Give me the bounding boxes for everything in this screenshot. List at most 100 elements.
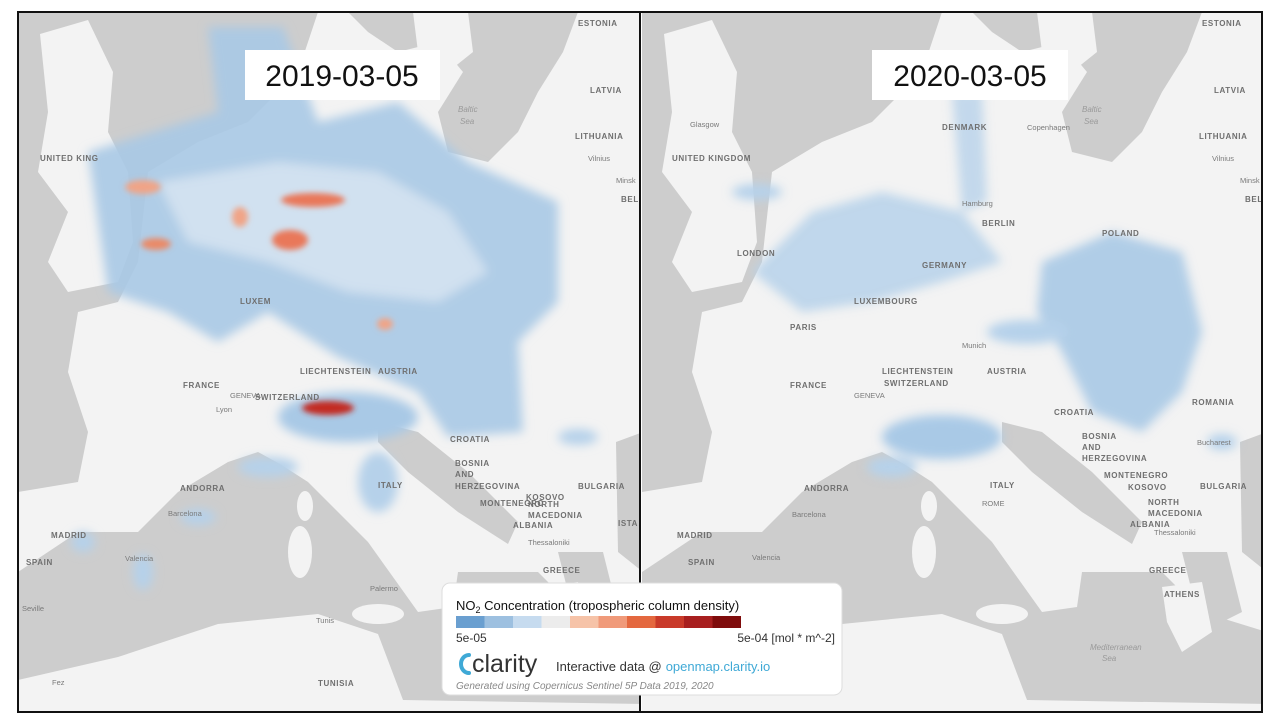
map-label: Vilnius bbox=[588, 154, 610, 163]
map-label: HERZEGOVINA bbox=[455, 482, 520, 491]
map-label: MADRID bbox=[677, 531, 713, 540]
map-label: SPAIN bbox=[688, 558, 715, 567]
map-label: LATVIA bbox=[1214, 86, 1246, 95]
no2-hotspots bbox=[125, 180, 393, 415]
map-label: Thessaloniki bbox=[528, 538, 570, 547]
date-label: 2019-03-05 bbox=[265, 60, 418, 93]
map-label: GENEVA bbox=[230, 391, 261, 400]
map-label: Palermo bbox=[370, 584, 398, 593]
no2-layer bbox=[732, 92, 1237, 477]
no2-layer bbox=[71, 27, 598, 590]
map-label: Sea bbox=[1102, 654, 1117, 663]
map-label: ESTONIA bbox=[578, 19, 618, 28]
legend-max: 5e-04 [mol * m^-2] bbox=[737, 631, 835, 645]
color-swatch bbox=[655, 616, 684, 628]
map-label: MACEDONIA bbox=[528, 511, 583, 520]
map-label: ROMANIA bbox=[1192, 398, 1234, 407]
map-label: Minsk bbox=[1240, 176, 1260, 185]
map-label: AUSTRIA bbox=[378, 367, 418, 376]
map-label: Vilnius bbox=[1212, 154, 1234, 163]
color-swatch bbox=[712, 616, 741, 628]
map-label: LIECHTENSTEIN bbox=[882, 367, 953, 376]
color-swatch bbox=[684, 616, 713, 628]
map-panel[interactable]: ESTONIA LATVIA LITHUANIA Vilnius Baltic Sea UN… bbox=[18, 12, 643, 712]
map-label: Bucharest bbox=[1197, 438, 1232, 447]
map-label: Baltic bbox=[1082, 105, 1102, 114]
map-label: Mediterranean bbox=[1090, 643, 1142, 652]
link[interactable]: openmap.clarity.io bbox=[666, 659, 771, 674]
map-label: CROATIA bbox=[450, 435, 490, 444]
brand-icon bbox=[459, 653, 471, 675]
map-label: KOSOVO bbox=[1128, 483, 1167, 492]
legend-title-sub: 2 bbox=[476, 605, 481, 615]
map-label: ATHENS bbox=[1164, 590, 1200, 599]
map-label: ITALY bbox=[378, 481, 403, 490]
map-panel[interactable]: ESTONIA LATVIA LITHUANIA Vilnius Baltic Sea Gl… bbox=[642, 12, 1267, 712]
map-label: UNITED KINGDOM bbox=[672, 154, 751, 163]
map-label: BULGARIA bbox=[578, 482, 625, 491]
map-label: ISTA bbox=[618, 519, 638, 528]
brand: clarity bbox=[472, 650, 538, 678]
map-label: GERMANY bbox=[922, 261, 967, 270]
map-label: TUNISIA bbox=[318, 679, 354, 688]
map-label: Barcelona bbox=[168, 509, 203, 518]
map-label: Baltic bbox=[458, 105, 478, 114]
map-label: LONDON bbox=[737, 249, 775, 258]
legend-title-main: NO bbox=[456, 598, 476, 613]
map-label: Sea bbox=[460, 117, 475, 126]
map-label: LUXEM bbox=[240, 297, 271, 306]
color-swatch bbox=[627, 616, 656, 628]
map-label: SWITZERLAND bbox=[255, 393, 320, 402]
map-label: MONTENEGRO bbox=[480, 499, 544, 508]
map-label: LUXEMBOURG bbox=[854, 297, 918, 306]
color-swatch bbox=[484, 616, 513, 628]
legend-title: NO2 Concentration (tropospheric column d… bbox=[456, 598, 739, 615]
map-label: Seville bbox=[22, 604, 44, 613]
map-label: Fez bbox=[52, 678, 65, 687]
map-label: Valencia bbox=[752, 553, 781, 562]
map-label: SWITZERLAND bbox=[884, 379, 949, 388]
map-label: FRANCE bbox=[790, 381, 827, 390]
map-label: GREECE bbox=[543, 566, 580, 575]
date-box bbox=[245, 50, 440, 100]
legend-min: 5e-05 bbox=[456, 631, 487, 645]
map-label: LITHUANIA bbox=[575, 132, 624, 141]
map-label: Tunis bbox=[316, 616, 334, 625]
date-label: 2020-03-05 bbox=[893, 60, 1046, 93]
map-label: GREECE bbox=[1149, 566, 1186, 575]
map-label: AUSTRIA bbox=[987, 367, 1027, 376]
map-label: PARIS bbox=[790, 323, 817, 332]
date-box bbox=[872, 50, 1068, 100]
map-labels: ESTONIA LATVIA LITHUANIA Vilnius Baltic Sea Gl… bbox=[672, 19, 1262, 663]
map-label: FRANCE bbox=[183, 381, 220, 390]
map-label: NORTH bbox=[528, 500, 559, 509]
map-labels: ESTONIA LATVIA LITHUANIA Vilnius Baltic Sea UN… bbox=[22, 19, 638, 688]
map-label: BERLIN bbox=[982, 219, 1015, 228]
map-label: DENMARK bbox=[942, 123, 987, 132]
color-scale bbox=[456, 616, 741, 628]
map-label: ESTONIA bbox=[1202, 19, 1242, 28]
map-label: BOSNIA bbox=[455, 459, 490, 468]
map-label: NORTH bbox=[1148, 498, 1179, 507]
map-label: Valencia bbox=[125, 554, 154, 563]
map-label: Barcelona bbox=[792, 510, 827, 519]
map-label: LATVIA bbox=[590, 86, 622, 95]
map-label: Munich bbox=[962, 341, 986, 350]
map-label: ITALY bbox=[990, 481, 1015, 490]
map-label: Lyon bbox=[216, 405, 232, 414]
color-swatch bbox=[570, 616, 599, 628]
map-label: ANDORRA bbox=[180, 484, 225, 493]
color-swatch bbox=[541, 616, 570, 628]
map-label: POLAND bbox=[1102, 229, 1139, 238]
map-label: LITHUANIA bbox=[1199, 132, 1248, 141]
map-label: ALBANIA bbox=[513, 521, 553, 530]
map-label: MONTENEGRO bbox=[1104, 471, 1168, 480]
map-label: Minsk bbox=[616, 176, 636, 185]
credit: Generated using Copernicus Sentinel 5P D… bbox=[456, 681, 714, 692]
legend-box bbox=[441, 582, 843, 696]
map-label: HERZEGOVINA bbox=[1082, 454, 1147, 463]
map-label: Copenhagen bbox=[1027, 123, 1070, 132]
map-label: AND bbox=[1082, 443, 1101, 452]
map-label: BOSNIA bbox=[1082, 432, 1117, 441]
